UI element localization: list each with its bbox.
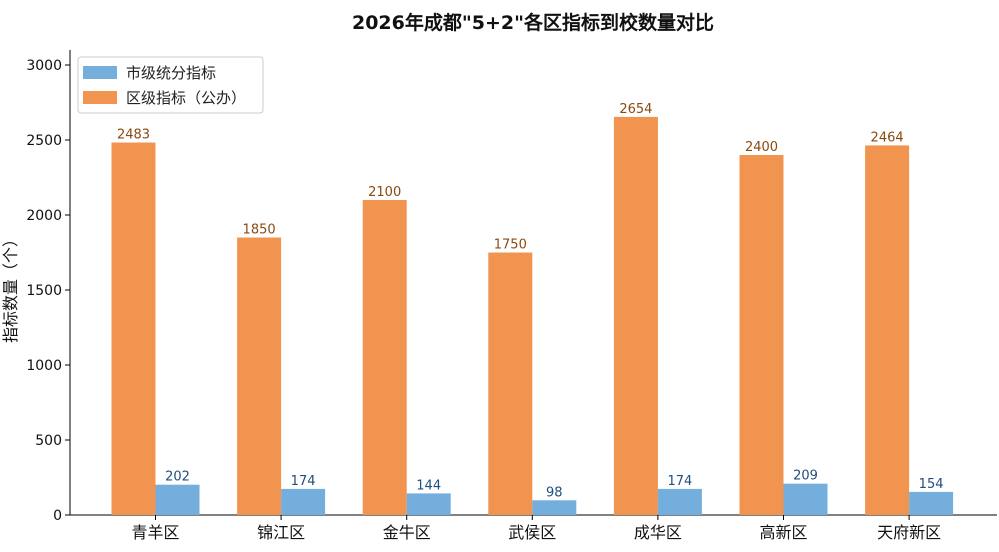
bar-city bbox=[406, 493, 451, 515]
y-tick-label: 500 bbox=[35, 433, 62, 449]
bar-district bbox=[237, 237, 282, 515]
y-tick-label: 1000 bbox=[26, 358, 62, 374]
bar-value-label: 98 bbox=[546, 485, 563, 500]
legend-swatch-city bbox=[83, 66, 117, 79]
bar-value-label: 2464 bbox=[871, 130, 904, 145]
y-ticks: 0 500 1000 1500 2000 2500 3000 bbox=[26, 58, 70, 524]
x-tick-label: 天府新区 bbox=[877, 523, 941, 542]
bar-district bbox=[739, 155, 784, 515]
bar-value-label: 154 bbox=[919, 477, 944, 492]
bar-city bbox=[155, 484, 200, 515]
bar-value-label: 209 bbox=[793, 469, 818, 484]
chart-title: 2026年成都"5+2"各区指标到校数量对比 bbox=[352, 11, 714, 34]
bar-district bbox=[613, 116, 658, 516]
x-tick-label: 武侯区 bbox=[508, 523, 556, 542]
x-tick-label: 成华区 bbox=[634, 523, 682, 542]
x-tick-label: 高新区 bbox=[759, 523, 807, 542]
bar-value-label: 144 bbox=[416, 478, 441, 493]
bar-city bbox=[281, 488, 326, 515]
x-tick-label: 青羊区 bbox=[131, 523, 179, 542]
bar-value-label: 2400 bbox=[745, 140, 778, 155]
bar-city bbox=[909, 491, 954, 515]
bar-district bbox=[362, 200, 407, 515]
y-axis-label: 指标数量（个） bbox=[1, 231, 20, 343]
legend-label-district: 区级指标（公办） bbox=[126, 89, 246, 107]
y-tick-label: 3000 bbox=[26, 58, 62, 74]
y-tick-label: 1500 bbox=[26, 283, 62, 299]
bar-city bbox=[783, 483, 828, 515]
axes bbox=[69, 50, 997, 516]
legend-swatch-district bbox=[83, 91, 117, 104]
bar-value-label: 174 bbox=[291, 474, 316, 489]
y-tick-label: 0 bbox=[53, 508, 62, 524]
bar-district bbox=[111, 142, 156, 516]
bar-district bbox=[488, 252, 533, 515]
legend: 市级统分指标 区级指标（公办） bbox=[77, 56, 264, 114]
x-tick-label: 金牛区 bbox=[383, 523, 431, 542]
y-tick-label: 2000 bbox=[26, 208, 62, 224]
bars bbox=[111, 116, 954, 516]
bar-value-label: 174 bbox=[667, 474, 692, 489]
bar-value-label: 2100 bbox=[368, 185, 401, 200]
y-tick-label: 2500 bbox=[26, 133, 62, 149]
bar-value-labels: 2483 202 1850 174 2100 144 1750 98 2654 174 2400 20… bbox=[117, 102, 944, 500]
bar-city bbox=[657, 488, 702, 515]
bar-value-label: 2483 bbox=[117, 128, 150, 143]
bar-value-label: 1850 bbox=[243, 223, 276, 238]
bar-value-label: 2654 bbox=[619, 102, 652, 117]
x-tick-label: 锦江区 bbox=[257, 523, 305, 542]
bar-city bbox=[532, 500, 577, 515]
legend-label-city: 市级统分指标 bbox=[126, 64, 216, 82]
x-ticks: 青羊区 锦江区 金牛区 武侯区 成华区 高新区 天府新区 bbox=[131, 515, 941, 542]
bar-district bbox=[865, 145, 910, 515]
legend-frame bbox=[77, 56, 264, 114]
bar-value-label: 1750 bbox=[494, 238, 527, 253]
bar-value-label: 202 bbox=[165, 470, 190, 485]
